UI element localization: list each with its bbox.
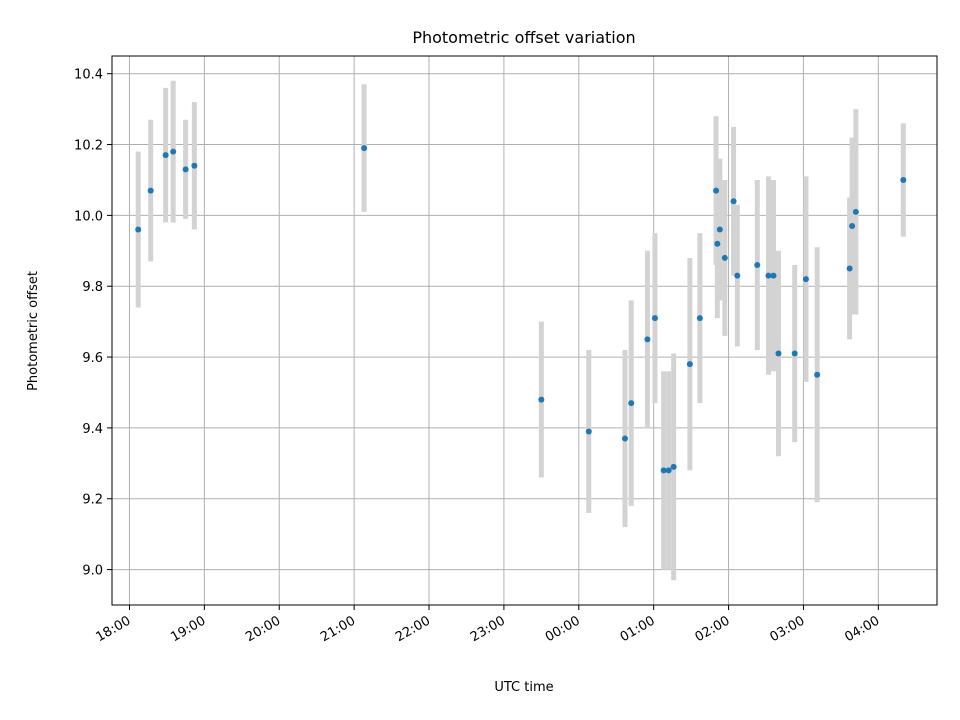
data-point	[628, 400, 635, 407]
y-tick-label: 9.8	[82, 280, 103, 295]
y-tick-label: 10.4	[74, 68, 103, 83]
y-tick-label: 9.4	[82, 422, 103, 437]
data-point	[765, 272, 772, 279]
y-tick-label: 9.2	[82, 493, 103, 508]
plot-frame	[111, 55, 938, 606]
x-axis-label: UTC time	[494, 680, 553, 695]
data-point	[852, 208, 859, 215]
data-point	[538, 396, 545, 403]
data-point	[665, 467, 672, 474]
data-point	[849, 223, 856, 230]
data-point	[775, 350, 782, 357]
data-point	[716, 226, 723, 233]
data-point	[713, 187, 720, 194]
data-point	[621, 435, 628, 442]
data-points	[135, 145, 907, 474]
data-point	[770, 272, 777, 279]
data-point	[135, 226, 142, 233]
y-tick-label: 10.2	[74, 139, 103, 154]
y-tick-label: 9.6	[82, 351, 103, 366]
data-point	[585, 428, 592, 435]
data-point	[182, 166, 189, 173]
data-point	[651, 315, 658, 322]
data-point	[802, 276, 809, 283]
data-point	[721, 254, 728, 261]
y-axis-ticks: 9.0 9.2 9.4 9.6 9.8 10.0 10.2 10.4	[74, 68, 112, 579]
chart-title: Photometric offset variation	[412, 28, 635, 47]
data-point	[670, 463, 677, 470]
data-point	[730, 198, 737, 205]
data-point	[162, 152, 169, 159]
data-point	[686, 361, 693, 368]
data-point	[660, 467, 667, 474]
data-point	[147, 187, 154, 194]
data-point	[170, 148, 177, 155]
y-tick-label: 10.0	[74, 209, 103, 224]
data-point	[361, 145, 368, 152]
data-point	[696, 315, 703, 322]
data-point	[644, 336, 651, 343]
data-point	[846, 265, 853, 272]
y-axis-label: Photometric offset	[26, 271, 41, 391]
data-point	[734, 272, 741, 279]
data-point	[791, 350, 798, 357]
data-point	[191, 162, 198, 169]
y-tick-label: 9.0	[82, 564, 103, 579]
data-point	[814, 371, 821, 378]
data-point	[900, 176, 907, 183]
data-point	[754, 261, 761, 268]
data-point	[714, 240, 721, 247]
